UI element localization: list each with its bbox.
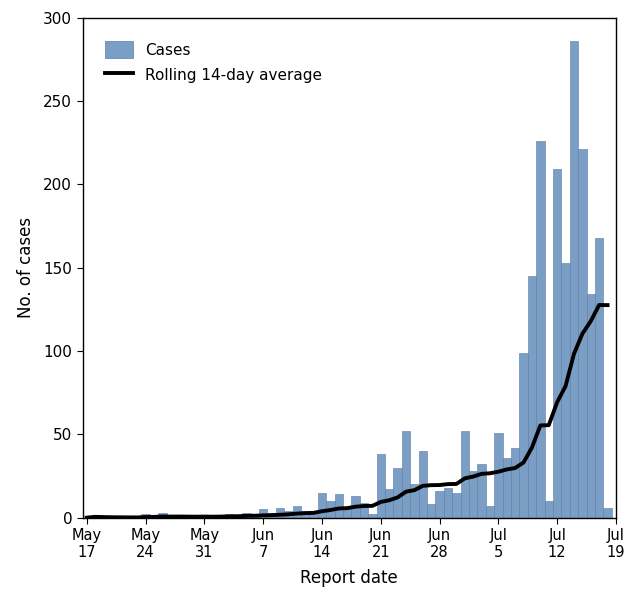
- Y-axis label: No. of cases: No. of cases: [17, 217, 35, 318]
- Bar: [284, 511, 293, 518]
- Bar: [158, 513, 166, 518]
- Bar: [418, 451, 427, 518]
- Bar: [251, 516, 259, 518]
- Bar: [603, 508, 612, 518]
- Bar: [276, 508, 284, 518]
- Bar: [225, 514, 234, 518]
- Bar: [460, 431, 469, 518]
- Bar: [545, 501, 553, 518]
- Bar: [452, 493, 460, 518]
- Bar: [436, 491, 444, 518]
- Bar: [326, 501, 335, 518]
- Bar: [561, 263, 570, 518]
- Bar: [511, 447, 519, 518]
- X-axis label: Report date: Report date: [300, 569, 398, 587]
- Bar: [318, 493, 326, 518]
- Bar: [293, 506, 301, 518]
- Bar: [343, 509, 351, 518]
- Bar: [267, 513, 276, 518]
- Bar: [360, 503, 368, 518]
- Bar: [309, 514, 318, 518]
- Bar: [494, 433, 502, 518]
- Bar: [142, 514, 150, 518]
- Bar: [368, 514, 377, 518]
- Bar: [469, 471, 478, 518]
- Bar: [200, 516, 208, 518]
- Bar: [410, 484, 418, 518]
- Bar: [570, 41, 578, 518]
- Bar: [478, 464, 486, 518]
- Bar: [351, 496, 360, 518]
- Bar: [444, 488, 452, 518]
- Bar: [595, 238, 603, 518]
- Bar: [217, 516, 225, 518]
- Bar: [536, 141, 545, 518]
- Bar: [301, 511, 309, 518]
- Bar: [402, 431, 410, 518]
- Bar: [578, 149, 587, 518]
- Bar: [528, 276, 536, 518]
- Bar: [234, 516, 242, 518]
- Bar: [175, 516, 184, 518]
- Legend: Cases, Rolling 14-day average: Cases, Rolling 14-day average: [90, 26, 337, 99]
- Bar: [91, 516, 99, 518]
- Bar: [385, 489, 393, 518]
- Bar: [427, 505, 436, 518]
- Bar: [259, 509, 267, 518]
- Bar: [553, 170, 561, 518]
- Bar: [393, 468, 402, 518]
- Bar: [486, 506, 494, 518]
- Bar: [242, 513, 251, 518]
- Bar: [587, 295, 595, 518]
- Bar: [519, 353, 528, 518]
- Bar: [335, 494, 343, 518]
- Bar: [502, 458, 511, 518]
- Bar: [377, 455, 385, 518]
- Bar: [150, 516, 158, 518]
